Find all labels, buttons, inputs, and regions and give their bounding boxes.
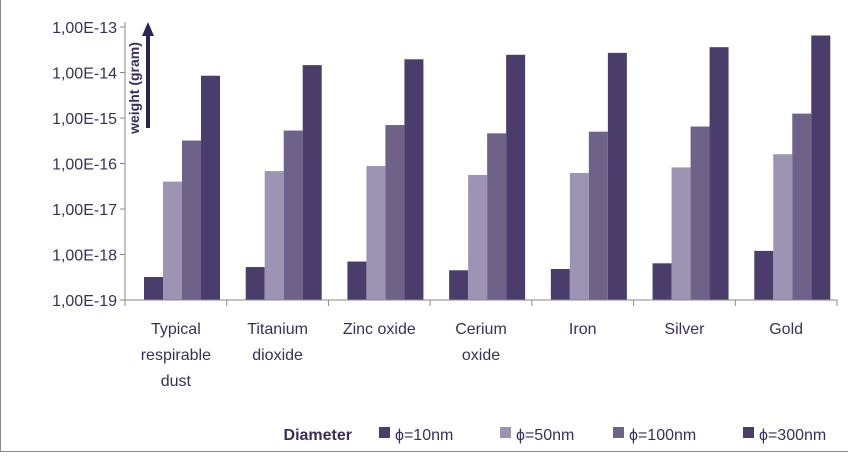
- y-axis-ticks: 1,00E-19 1,00E-18 1,00E-17 1,00E-16 1,00E-15…: [52, 20, 125, 310]
- bar: [550, 269, 570, 300]
- y-axis-label-group: weight (gram): [126, 22, 154, 135]
- legend-swatch: [743, 427, 754, 438]
- legend-label: ϕ=100nm: [629, 427, 696, 444]
- category-label: respirable: [141, 347, 211, 364]
- bar: [588, 131, 608, 300]
- legend-label: ϕ=50nm: [516, 427, 574, 444]
- category-label: Cerium: [455, 321, 507, 338]
- bar: [709, 47, 729, 301]
- bar: [754, 250, 774, 300]
- legend-title: Diameter: [284, 427, 352, 444]
- bar: [264, 171, 284, 300]
- y-tick-label: 1,00E-18: [52, 248, 117, 265]
- bar: [607, 52, 627, 300]
- category-label: Zinc oxide: [343, 321, 416, 338]
- category-label: dust: [161, 373, 192, 390]
- category-label: Silver: [664, 321, 705, 338]
- bar: [773, 154, 793, 300]
- bar: [182, 140, 201, 300]
- y-tick-label: 1,00E-15: [52, 111, 117, 128]
- bar: [506, 54, 526, 301]
- y-tick-label: 1,00E-14: [52, 66, 117, 83]
- category-label: Gold: [769, 321, 803, 338]
- y-tick-label: 1,00E-19: [52, 293, 117, 310]
- bar: [347, 261, 367, 300]
- bar: [163, 181, 182, 300]
- y-tick-label: 1,00E-13: [52, 20, 117, 37]
- axes: [124, 22, 838, 306]
- bar: [385, 125, 405, 301]
- bar: [302, 65, 322, 301]
- y-tick-label: 1,00E-17: [52, 202, 117, 219]
- category-label: Iron: [569, 321, 597, 338]
- y-axis-arrow-head: [142, 22, 154, 36]
- legend-swatch: [500, 427, 511, 438]
- x-axis-labels: Typical respirable dust Titanium dioxide Zinc…: [141, 321, 803, 390]
- bar: [690, 126, 710, 300]
- bar: [366, 166, 386, 300]
- legend-label: ϕ=300nm: [759, 427, 826, 444]
- bar: [404, 59, 424, 301]
- category-label: Typical: [151, 321, 201, 338]
- bar: [792, 113, 812, 300]
- legend-swatch: [613, 427, 624, 438]
- bar: [283, 130, 303, 300]
- category-label: Titanium: [247, 321, 308, 338]
- bar: [144, 277, 163, 300]
- legend: Diameter ϕ=10nm ϕ=50nm ϕ=100nm ϕ=300nm: [284, 427, 826, 444]
- bar: [811, 35, 831, 300]
- bar: [245, 267, 265, 300]
- bar: [652, 263, 672, 300]
- bar: [487, 133, 507, 300]
- bar: [569, 172, 589, 300]
- bar: [671, 167, 691, 300]
- bar: [468, 174, 488, 300]
- bar: [201, 75, 220, 300]
- category-label: dioxide: [252, 347, 303, 364]
- legend-label: ϕ=10nm: [395, 427, 453, 444]
- bars: [144, 35, 831, 301]
- y-tick-label: 1,00E-16: [52, 157, 117, 174]
- category-label: oxide: [462, 347, 500, 364]
- legend-swatch: [379, 427, 390, 438]
- bar: [449, 270, 469, 300]
- y-axis-label: weight (gram): [126, 42, 142, 135]
